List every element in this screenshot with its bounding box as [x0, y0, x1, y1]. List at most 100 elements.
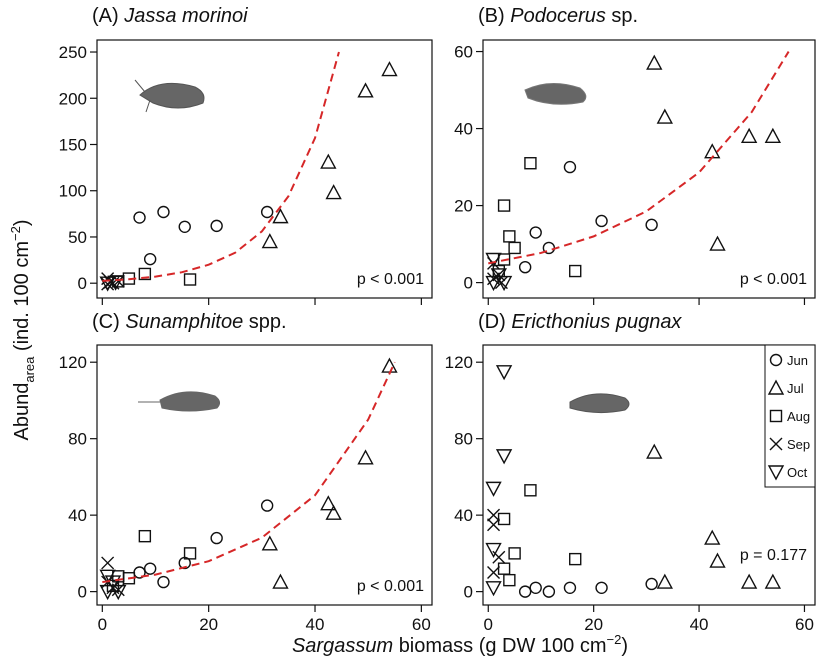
- x-tick-label: 60: [412, 615, 431, 634]
- panel: (D) Ericthonius pugnax 0 40 80 120 0 20 40 60 p =…: [445, 311, 816, 634]
- y-tick-label: 250: [59, 43, 87, 62]
- point: [492, 268, 506, 282]
- point: [490, 268, 507, 284]
- point: [764, 573, 782, 589]
- point: [357, 82, 374, 98]
- y-tick-label: 80: [68, 430, 87, 449]
- point: [497, 562, 511, 575]
- icon: [134, 79, 205, 113]
- point: [178, 220, 191, 233]
- legend-label: Jun: [787, 353, 808, 368]
- y-tick-label: 0: [78, 274, 87, 293]
- x-label-sup: −2: [607, 632, 622, 647]
- point: [183, 547, 197, 560]
- point: [492, 550, 506, 564]
- point: [104, 575, 122, 591]
- y-tick-label: 120: [445, 353, 473, 372]
- y-label-sub: area: [22, 356, 37, 383]
- fit-line: [102, 51, 340, 282]
- x-axis-label: Sargassum biomass (g DW 100 cm−2): [292, 632, 628, 657]
- point: [495, 449, 513, 465]
- point: [646, 443, 663, 459]
- panel-title: (C) Sunamphitoe spp.: [92, 311, 287, 333]
- point: [508, 241, 521, 255]
- point: [260, 205, 274, 219]
- point: [485, 481, 502, 497]
- point: [261, 233, 278, 249]
- point: [485, 581, 502, 597]
- legend-label: Aug: [787, 409, 810, 424]
- panel: (B) Podocerus sp. 0 20 40 60 p < 0.001: [454, 5, 816, 305]
- point: [503, 573, 516, 587]
- point: [133, 211, 146, 224]
- point: [646, 54, 663, 70]
- point: [272, 573, 289, 589]
- y-tick-label: 60: [454, 43, 473, 62]
- legend-label: Jul: [787, 381, 804, 396]
- point: [157, 575, 170, 589]
- y-tick-label: 0: [78, 583, 87, 602]
- icon: [138, 391, 221, 412]
- point: [497, 199, 511, 212]
- point: [769, 353, 783, 367]
- taxon-suffix: sp.: [611, 5, 638, 27]
- point: [709, 235, 726, 251]
- legend-label: Oct: [787, 465, 808, 480]
- panel-title: (A) Jassa morinoi: [92, 5, 248, 27]
- point: [325, 504, 342, 520]
- point: [709, 552, 726, 568]
- panel-title: (B) Podocerus sp.: [478, 5, 638, 27]
- y-tick-label: 20: [454, 197, 473, 216]
- point: [99, 584, 116, 601]
- plot-frame: [482, 39, 816, 299]
- point: [101, 556, 115, 570]
- y-label-text: Abund: [11, 383, 33, 441]
- point: [656, 108, 673, 124]
- y-label-sup: −2: [8, 226, 23, 241]
- point: [740, 127, 758, 143]
- point: [563, 160, 577, 174]
- panel-label: (D): [478, 311, 506, 333]
- point: [320, 153, 337, 169]
- y-tick-label: 100: [59, 182, 87, 201]
- point: [99, 276, 116, 292]
- x-label-end: ): [621, 635, 628, 657]
- point: [487, 566, 501, 579]
- point: [769, 437, 783, 451]
- point: [645, 577, 658, 591]
- point: [325, 184, 342, 200]
- point: [485, 542, 502, 559]
- panel-label: (C): [92, 311, 120, 333]
- point: [381, 357, 398, 373]
- point: [542, 585, 556, 598]
- point: [487, 518, 501, 532]
- y-tick-label: 0: [464, 583, 473, 602]
- point: [495, 365, 513, 381]
- taxon-suffix: spp.: [249, 311, 287, 333]
- point: [740, 573, 758, 589]
- y-tick-label: 0: [464, 274, 473, 293]
- y-tick-label: 120: [59, 353, 87, 372]
- x-tick-label: 0: [98, 615, 107, 634]
- taxon: Jassa morinoi: [123, 5, 248, 27]
- point: [487, 508, 501, 522]
- p-value: p < 0.001: [740, 271, 807, 288]
- panel-title: (D) Ericthonius pugnax: [478, 311, 682, 333]
- legend-label: Sep: [787, 437, 810, 452]
- point: [645, 218, 658, 232]
- icon: [524, 83, 587, 105]
- p-value: p < 0.001: [357, 271, 424, 288]
- p-value: p < 0.001: [357, 578, 424, 595]
- point: [497, 512, 511, 526]
- point: [524, 157, 537, 170]
- panel-label: (A): [92, 5, 119, 27]
- x-label-text: biomass (g DW 100 cm: [399, 635, 607, 657]
- point: [320, 495, 337, 511]
- y-tick-label: 200: [59, 89, 87, 108]
- point: [518, 585, 532, 598]
- point: [260, 499, 274, 512]
- point: [210, 531, 223, 545]
- point: [569, 552, 582, 566]
- point: [485, 252, 502, 268]
- point: [261, 535, 278, 551]
